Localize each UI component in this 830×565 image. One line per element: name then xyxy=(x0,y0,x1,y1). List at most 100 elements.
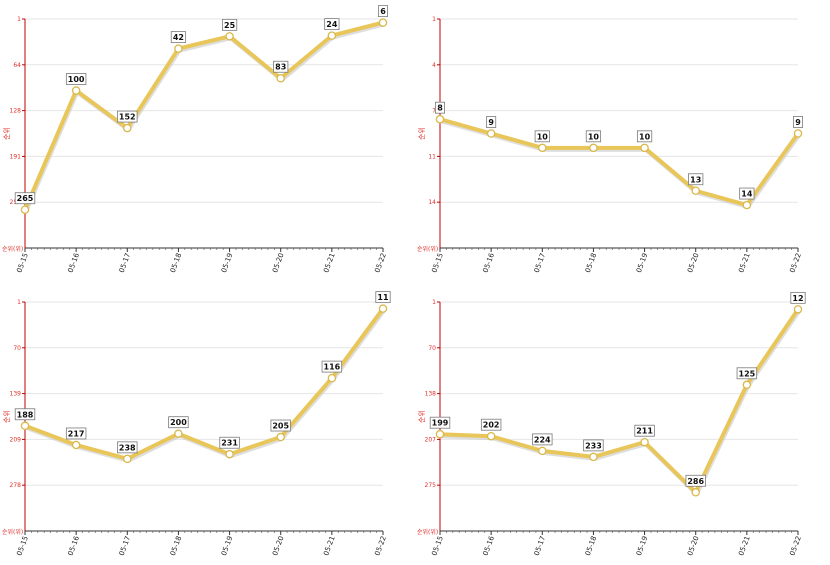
x-tick-label: 05-18 xyxy=(169,252,183,274)
data-point xyxy=(435,114,445,124)
data-label-box xyxy=(480,418,502,431)
data-point xyxy=(435,429,445,439)
y-tick-label: 14 xyxy=(428,199,436,206)
data-label: 188 xyxy=(17,410,34,419)
x-tick-label: 05-15 xyxy=(430,252,444,274)
data-label-box xyxy=(534,130,550,143)
data-label: 200 xyxy=(170,418,187,427)
y-tick-label: 128 xyxy=(10,108,22,115)
y-tick-label: 278 xyxy=(10,482,22,489)
x-tick-label: 05-18 xyxy=(169,535,183,557)
data-label-box xyxy=(117,110,138,123)
data-label-box xyxy=(688,173,704,186)
data-label-box xyxy=(634,424,655,437)
x-tick-label: 05-19 xyxy=(635,252,649,274)
data-label: 10 xyxy=(537,132,549,141)
rank-chart-1: 164128191254순위순위(위)05-1505-1605-1705-180… xyxy=(2,5,388,274)
series-line xyxy=(439,117,800,208)
x-tick-label: 05-20 xyxy=(686,252,700,274)
y-tick-label: 4 xyxy=(432,62,436,69)
data-label: 231 xyxy=(221,439,238,448)
data-point xyxy=(640,143,649,153)
data-point xyxy=(20,421,30,431)
data-label: 199 xyxy=(432,419,449,428)
y-axis-label: 순위 xyxy=(418,410,426,423)
y-axis-label: 순위 xyxy=(3,127,11,140)
series-line-shadow xyxy=(24,22,385,213)
x-tick-label: 05-21 xyxy=(322,535,336,557)
data-label: 13 xyxy=(690,175,701,184)
data-point xyxy=(327,373,337,383)
data-label: 116 xyxy=(324,363,341,372)
grid-lines xyxy=(22,301,383,486)
y-tick-label: 138 xyxy=(425,391,437,398)
data-point xyxy=(538,143,547,153)
data-label-box xyxy=(585,130,602,143)
data-label-box xyxy=(790,291,806,304)
data-label-box xyxy=(170,31,187,44)
x-tick-label: 05-16 xyxy=(482,251,497,273)
data-label-box xyxy=(583,439,604,452)
x-tick-label: 05-20 xyxy=(271,252,285,274)
y-tick-label: 275 xyxy=(425,482,437,489)
data-label-box xyxy=(377,5,388,18)
y-tick-label: 11 xyxy=(428,153,436,160)
x-tick-label: 05-21 xyxy=(737,252,751,274)
y-tick-label: 1 xyxy=(17,16,21,23)
data-label-box xyxy=(65,73,87,85)
data-point xyxy=(486,431,496,441)
y-tick-label: 1 xyxy=(432,16,436,23)
x-tick-label: 05-19 xyxy=(635,535,649,557)
data-point xyxy=(327,31,337,40)
y-tick-label: 7 xyxy=(432,108,436,115)
y-axis-label: 순위 xyxy=(418,127,426,140)
data-label-box xyxy=(429,416,451,429)
x-tick-label: 05-17 xyxy=(533,535,547,557)
data-label-box xyxy=(14,192,36,205)
data-label: 8 xyxy=(437,104,443,113)
data-label: 9 xyxy=(488,118,494,127)
data-label: 265 xyxy=(17,194,34,203)
data-label: 100 xyxy=(68,75,85,84)
y-tick-label: 191 xyxy=(10,153,22,160)
data-point xyxy=(691,186,700,195)
x-tick-label: 05-20 xyxy=(686,535,700,557)
y-axis-unit-label: 순위(위) xyxy=(417,528,438,536)
y-tick-label: 207 xyxy=(425,436,437,443)
data-label: 224 xyxy=(534,435,551,444)
data-label: 238 xyxy=(119,443,136,452)
x-tick-label: 05-17 xyxy=(533,252,547,274)
data-point xyxy=(71,86,81,95)
data-label: 205 xyxy=(272,422,289,431)
data-label: 25 xyxy=(224,21,236,30)
data-point xyxy=(742,200,752,210)
x-tick-label: 05-22 xyxy=(373,252,387,274)
data-label: 42 xyxy=(173,33,184,42)
data-point xyxy=(793,305,803,314)
y-tick-label: 209 xyxy=(10,436,22,443)
data-point xyxy=(276,73,285,83)
data-label-box xyxy=(434,101,445,114)
grid-lines xyxy=(22,18,383,203)
data-point xyxy=(276,432,285,442)
data-point xyxy=(174,429,183,438)
data-point xyxy=(589,452,598,462)
data-point xyxy=(793,129,803,138)
data-point xyxy=(691,488,700,497)
y-axis-unit-label: 순위(위) xyxy=(2,245,23,253)
data-label-box xyxy=(636,130,653,143)
data-label-box xyxy=(685,474,706,487)
series-line xyxy=(24,307,385,461)
series-line xyxy=(439,308,800,495)
x-tick-label: 05-19 xyxy=(220,252,234,274)
y-axis-unit-label: 순위(위) xyxy=(2,528,23,536)
data-label-box xyxy=(219,436,240,449)
data-label: 10 xyxy=(639,132,651,141)
x-tick-label: 05-18 xyxy=(584,535,598,557)
data-label: 83 xyxy=(275,63,286,72)
data-label-box xyxy=(321,360,343,373)
x-tick-label: 05-15 xyxy=(15,252,29,274)
data-label-box xyxy=(65,427,87,440)
